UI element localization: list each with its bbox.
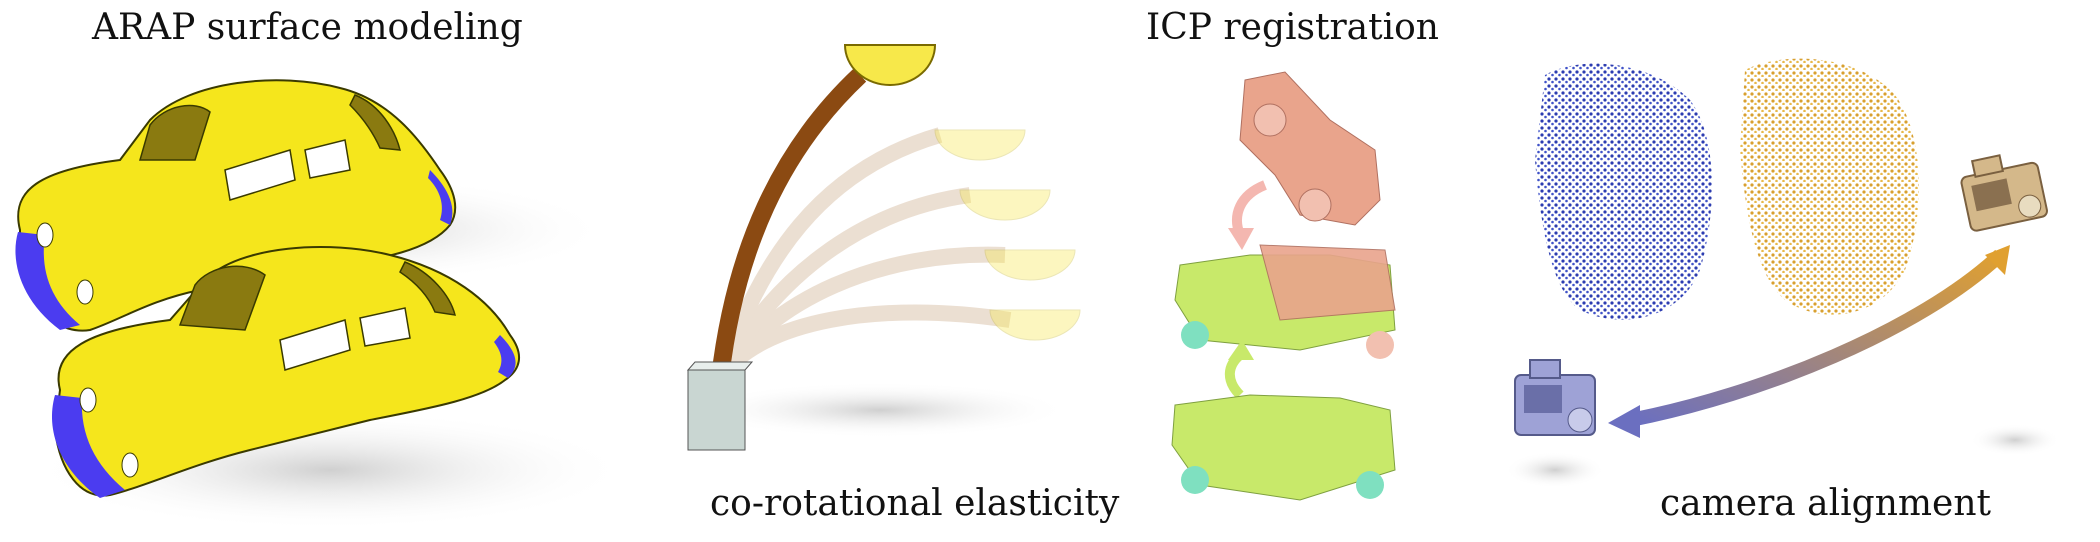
camera-icon <box>1960 154 2060 456</box>
caption-camera: camera alignment <box>1660 483 1991 524</box>
arap-cars <box>15 79 630 530</box>
icp-arrow-down <box>1232 180 1268 237</box>
caption-elasticity: co-rotational elasticity <box>710 483 1120 524</box>
point-cloud-blue <box>1535 63 1712 320</box>
point-cloud-gold <box>1740 58 1919 315</box>
camera-icon <box>1505 359 1605 488</box>
jeep-target <box>1171 394 1396 501</box>
caption-arap: ARAP surface modeling <box>92 7 523 48</box>
jeep-source <box>1239 71 1381 226</box>
icp-jeeps <box>1171 71 1396 501</box>
car-lower <box>52 246 520 498</box>
caption-icp: ICP registration <box>1146 7 1439 48</box>
camera-alignment <box>1505 58 2060 488</box>
jeep-overlap <box>1174 244 1396 359</box>
elasticity-rod <box>686 44 1081 451</box>
icp-arrow-up <box>1224 351 1244 399</box>
car-upper <box>15 79 457 332</box>
elasticity-base <box>686 361 754 451</box>
alignment-arrow <box>1628 249 2005 427</box>
